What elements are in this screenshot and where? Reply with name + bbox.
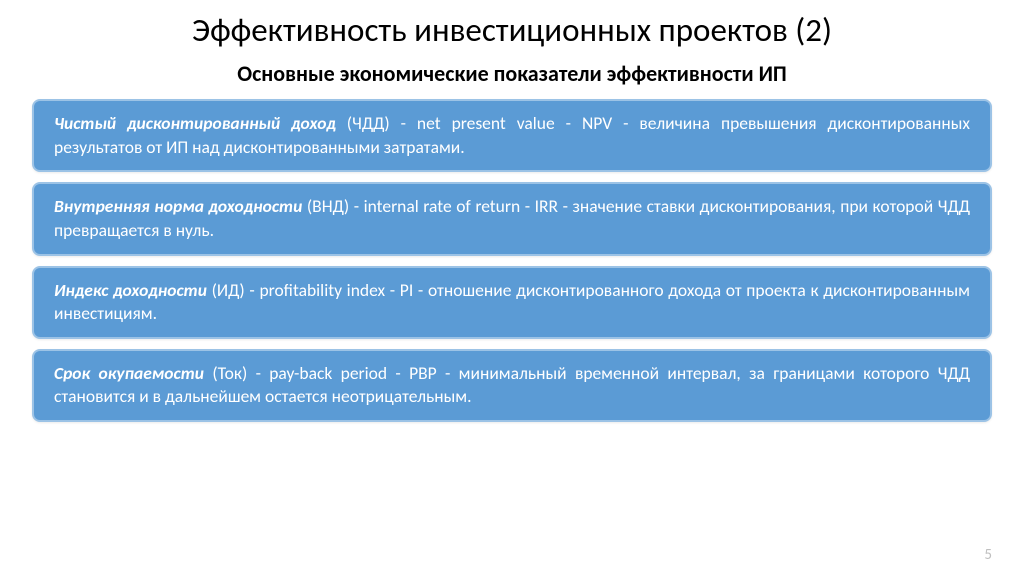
indicator-box: Срок окупаемости (Ток) - pay-back period… xyxy=(32,349,992,422)
indicator-list: Чистый дисконтированный доход (ЧДД) - ne… xyxy=(0,99,1024,422)
page-number: 5 xyxy=(984,546,992,564)
indicator-lead: Чистый дисконтированный доход xyxy=(54,112,336,134)
indicator-lead: Индекс доходности xyxy=(54,279,207,301)
indicator-lead: Внутренняя норма доходности xyxy=(54,195,302,217)
indicator-lead: Срок окупаемости xyxy=(54,362,204,384)
slide-title: Эффективность инвестиционных проектов (2… xyxy=(0,0,1024,50)
indicator-box: Чистый дисконтированный доход (ЧДД) - ne… xyxy=(32,99,992,172)
slide-subtitle: Основные экономические показатели эффект… xyxy=(0,50,1024,99)
indicator-box: Индекс доходности (ИД) - profitability i… xyxy=(32,266,992,339)
indicator-box: Внутренняя норма доходности (ВНД) - inte… xyxy=(32,182,992,255)
